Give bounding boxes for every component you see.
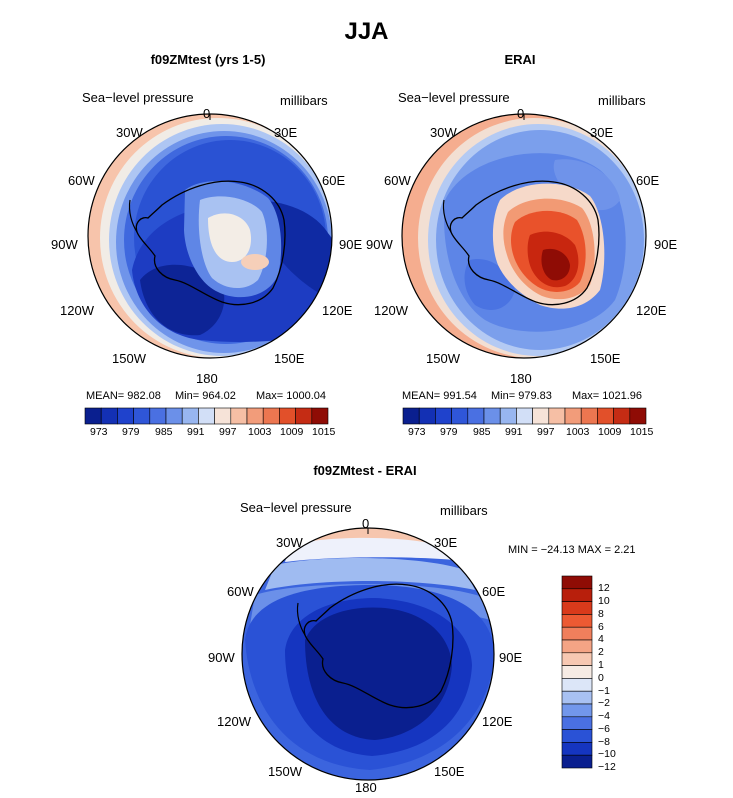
- colorbar-2-tick: 973: [408, 426, 426, 438]
- panel-2-lon-30e: 30E: [590, 125, 614, 140]
- panel-3-lon-180: 180: [355, 780, 377, 795]
- colorbar-3-tick: 2: [598, 646, 604, 658]
- panel-3-lon-60w: 60W: [227, 584, 254, 599]
- panel-3-lon-30w: 30W: [276, 535, 303, 550]
- panel-3-units: millibars: [440, 503, 488, 518]
- panel-3-lon-150w: 150W: [268, 764, 302, 779]
- colorbar-2-tick: 1003: [566, 426, 590, 438]
- panel-1-min: Min= 964.02: [175, 390, 236, 402]
- panel-3-lon-60e: 60E: [482, 584, 506, 599]
- colorbar-1-tick: 1015: [312, 426, 336, 438]
- panel-2-lon-120w: 120W: [374, 303, 408, 318]
- panel-3-title: f09ZMtest - ERAI: [313, 463, 417, 478]
- colorbar-2-tick: 1009: [598, 426, 622, 438]
- colorbar-1-tick: 979: [122, 426, 140, 438]
- panel-2-map: [402, 114, 646, 358]
- panel-2-field-label: Sea−level pressure: [398, 90, 510, 105]
- panel-3-field-label: Sea−level pressure: [240, 500, 352, 515]
- colorbar-3-tick: −6: [598, 723, 610, 735]
- panel-1-max: Max= 1000.04: [256, 390, 327, 402]
- panel-2-title: ERAI: [504, 52, 536, 67]
- colorbar-1: [84, 407, 329, 425]
- colorbar-3-tick: −4: [598, 710, 610, 722]
- panel-2-lon-30w: 30W: [430, 125, 457, 140]
- colorbar-2-tick: 997: [537, 426, 555, 438]
- colorbar-3-tick: −1: [598, 685, 610, 697]
- colorbar-1-tick: 973: [90, 426, 108, 438]
- panel-3-lon-0: 0: [362, 516, 370, 531]
- panel-2-lon-60w: 60W: [384, 173, 411, 188]
- panel-3-lon-120w: 120W: [217, 714, 251, 729]
- panel-1-lon-90e: 90E: [339, 237, 363, 252]
- panel-1-lon-60e: 60E: [322, 173, 346, 188]
- panel-1-lon-180: 180: [196, 371, 218, 386]
- panel-1-lon-60w: 60W: [68, 173, 95, 188]
- panel-3-lon-150e: 150E: [434, 764, 465, 779]
- panel-2-lon-90w: 90W: [366, 237, 393, 252]
- panel-2-lon-180: 180: [510, 371, 532, 386]
- colorbar-1-tick: 985: [155, 426, 173, 438]
- panel-2-units: millibars: [598, 93, 646, 108]
- panel-3-lon-90e: 90E: [499, 650, 523, 665]
- colorbar-3-tick: 12: [598, 582, 610, 594]
- panel-1-lon-120w: 120W: [60, 303, 94, 318]
- panel-2-lon-90e: 90E: [654, 237, 678, 252]
- panel-3-lon-120e: 120E: [482, 714, 513, 729]
- panel-1-title: f09ZMtest (yrs 1-5): [150, 52, 266, 67]
- colorbar-1-tick: 1003: [248, 426, 272, 438]
- panel-1-lon-30w: 30W: [116, 125, 143, 140]
- colorbar-2-tick: 991: [505, 426, 523, 438]
- panel-2-lon-150e: 150E: [590, 351, 621, 366]
- colorbar-3: [561, 575, 593, 769]
- panel-2-min: Min= 979.83: [491, 390, 552, 402]
- colorbar-3-tick: 6: [598, 621, 604, 633]
- panel-1-lon-0: 0: [203, 106, 211, 121]
- panel-3-map: [242, 528, 494, 780]
- panel-2-max: Max= 1021.96: [572, 390, 643, 402]
- colorbar-3-tick: 0: [598, 672, 604, 684]
- colorbar-1-tick: 997: [219, 426, 237, 438]
- panel-3-minmax: MIN = −24.13 MAX = 2.21: [508, 544, 636, 556]
- colorbar-3-tick: 10: [598, 595, 610, 607]
- panel-1-lon-150e: 150E: [274, 351, 305, 366]
- panel-3-lon-30e: 30E: [434, 535, 458, 550]
- colorbar-1-tick: 991: [187, 426, 205, 438]
- panel-1-field-label: Sea−level pressure: [82, 90, 194, 105]
- colorbar-2-tick: 1015: [630, 426, 654, 438]
- colorbar-3-tick: −8: [598, 736, 610, 748]
- panel-2-lon-0: 0: [517, 106, 525, 121]
- colorbar-3-tick: 4: [598, 633, 604, 645]
- panel-3-lon-90w: 90W: [208, 650, 235, 665]
- panel-2-lon-60e: 60E: [636, 173, 660, 188]
- panel-1-lon-30e: 30E: [274, 125, 298, 140]
- panel-2-mean: MEAN= 991.54: [402, 390, 477, 402]
- panel-1-map: [88, 114, 332, 358]
- figure-title: JJA: [344, 18, 389, 45]
- colorbar-3-tick: −2: [598, 697, 610, 709]
- colorbar-2-tick: 979: [440, 426, 458, 438]
- panel-1-units: millibars: [280, 93, 328, 108]
- colorbar-2: [402, 407, 647, 425]
- panel-2-lon-150w: 150W: [426, 351, 460, 366]
- colorbar-1-tick: 1009: [280, 426, 304, 438]
- colorbar-3-tick: −10: [598, 748, 616, 760]
- panel-1-lon-120e: 120E: [322, 303, 353, 318]
- panel-1-lon-150w: 150W: [112, 351, 146, 366]
- panel-2-lon-120e: 120E: [636, 303, 667, 318]
- panel-1-lon-90w: 90W: [51, 237, 78, 252]
- colorbar-3-tick: −12: [598, 761, 616, 773]
- colorbar-2-tick: 985: [473, 426, 491, 438]
- panel-1-mean: MEAN= 982.08: [86, 390, 161, 402]
- colorbar-3-tick: 8: [598, 608, 604, 620]
- colorbar-3-tick: 1: [598, 659, 604, 671]
